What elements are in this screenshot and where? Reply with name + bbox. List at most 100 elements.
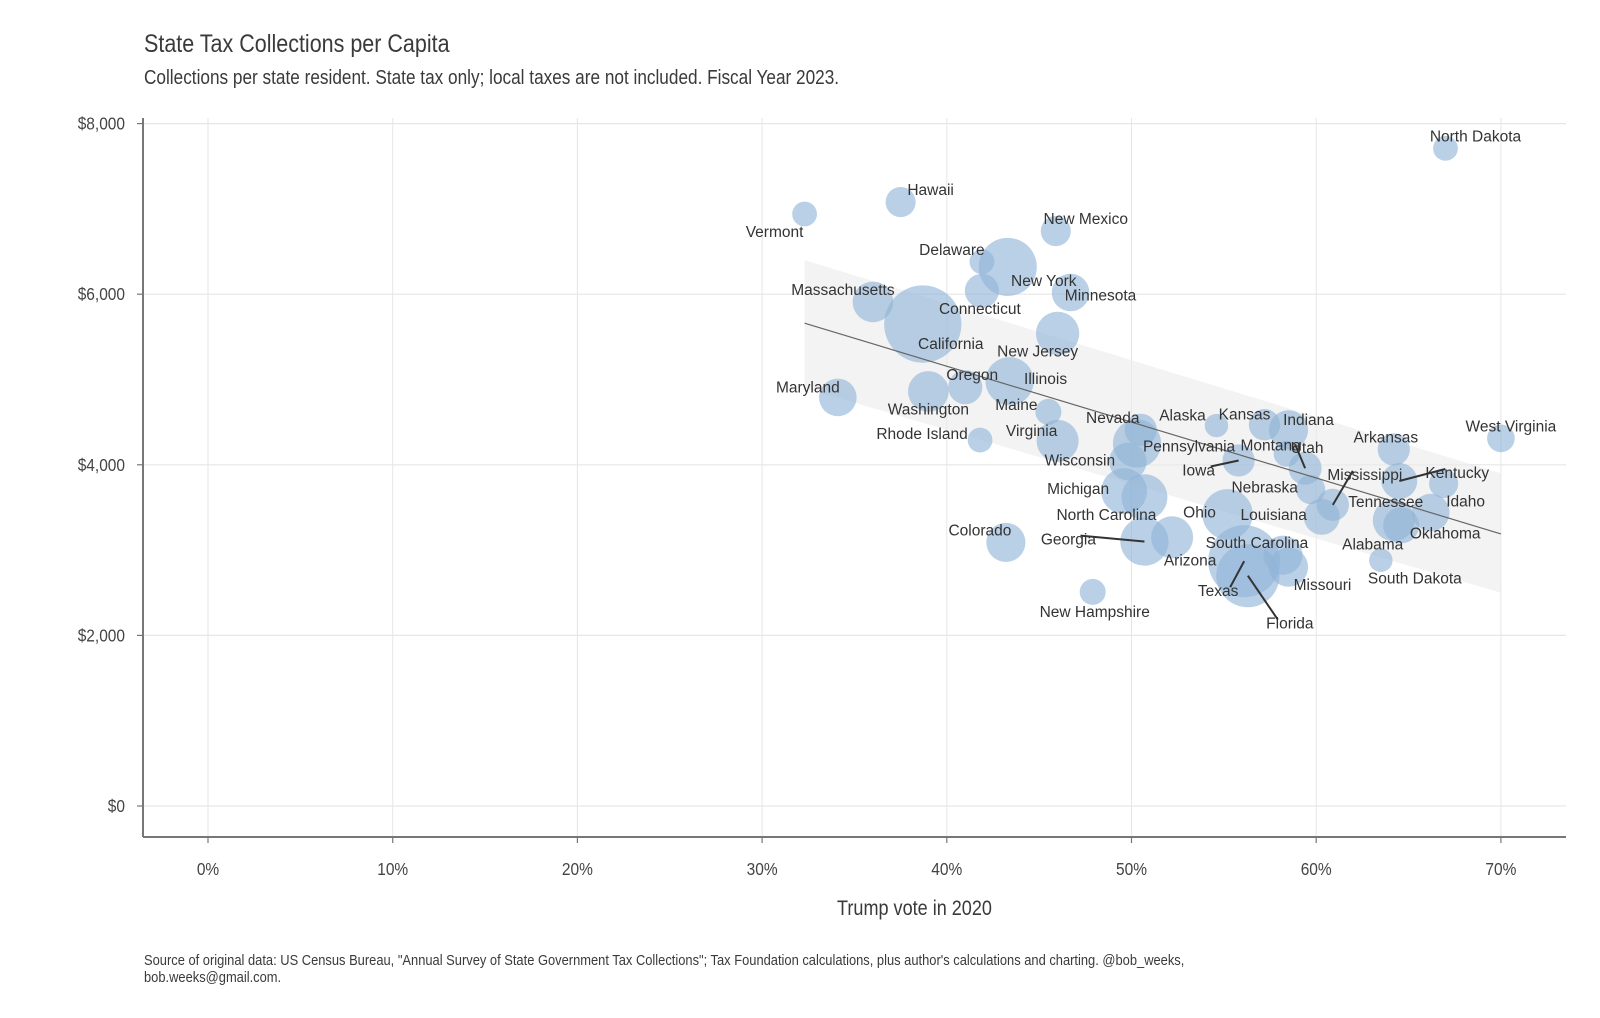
point-label: Georgia xyxy=(1041,532,1097,549)
data-point xyxy=(1268,547,1309,587)
data-point xyxy=(908,371,949,412)
data-point xyxy=(1202,489,1253,540)
data-point xyxy=(1369,548,1393,573)
label-leader-line xyxy=(1229,560,1246,588)
label-leader-line xyxy=(1331,470,1354,506)
point-label: South Dakota xyxy=(1368,570,1462,587)
data-point xyxy=(1035,311,1080,356)
chart-title: State Tax Collections per Capita xyxy=(144,30,450,58)
data-point xyxy=(1151,516,1194,559)
point-label: Missouri xyxy=(1294,577,1352,594)
y-tick-label: $0 xyxy=(108,796,125,816)
data-point xyxy=(1296,474,1326,505)
point-label: Hawaii xyxy=(907,182,954,199)
point-label: Ohio xyxy=(1183,504,1216,521)
point-label: Idaho xyxy=(1446,494,1485,511)
point-label: Massachusetts xyxy=(791,282,895,299)
data-point xyxy=(964,273,999,308)
data-point xyxy=(1035,398,1062,425)
data-point xyxy=(884,285,962,363)
data-point xyxy=(1487,424,1515,453)
point-label: Vermont xyxy=(746,224,804,241)
data-point xyxy=(1124,413,1157,446)
x-tick-label: 10% xyxy=(377,859,408,879)
label-leader-line xyxy=(1080,534,1145,543)
data-point xyxy=(1429,468,1459,499)
point-label: Arizona xyxy=(1164,552,1217,569)
point-label: Washington xyxy=(888,401,969,418)
point-label: Connecticut xyxy=(939,301,1022,318)
x-tick-label: 0% xyxy=(197,859,219,879)
data-point xyxy=(1121,474,1168,521)
caption-line-2: bob.weeks@gmail.com. xyxy=(144,969,282,986)
x-axis-title: Trump vote in 2020 xyxy=(837,897,992,921)
data-point xyxy=(969,249,995,275)
point-label: Tennessee xyxy=(1348,494,1423,511)
data-point xyxy=(852,281,894,323)
point-label: Iowa xyxy=(1182,463,1215,480)
point-label: Kansas xyxy=(1219,407,1271,424)
data-points xyxy=(792,135,1515,608)
point-label: New Hampshire xyxy=(1040,604,1150,621)
label-leader-line xyxy=(1247,575,1279,621)
data-point xyxy=(1109,442,1147,481)
point-labels: North Dakota Vermont Hawaii New Mexico Delaw… xyxy=(746,128,1557,632)
data-point xyxy=(1383,507,1420,544)
y-tick-label: $8,000 xyxy=(78,114,125,134)
trend-line xyxy=(804,322,1502,535)
point-label: Arkansas xyxy=(1353,429,1418,446)
point-label: Indiana xyxy=(1283,412,1334,429)
y-tick-label: $2,000 xyxy=(78,625,125,645)
data-point xyxy=(986,522,1026,562)
caption-line-1: Source of original data: US Census Burea… xyxy=(144,952,1185,969)
x-tick-label: 30% xyxy=(747,859,778,879)
point-label: Montana xyxy=(1240,438,1301,455)
point-label: Texas xyxy=(1198,583,1239,600)
data-point xyxy=(967,427,993,453)
point-label: Pennsylvania xyxy=(1143,438,1236,455)
data-point xyxy=(792,201,817,227)
point-label: Mississippi xyxy=(1327,467,1402,484)
x-tick-label: 40% xyxy=(931,859,962,879)
point-label: Nebraska xyxy=(1231,480,1298,497)
data-point xyxy=(948,370,983,405)
data-point xyxy=(1040,216,1071,247)
point-label: Alabama xyxy=(1342,537,1404,554)
x-tick-label: 60% xyxy=(1301,859,1332,879)
y-tick-label: $6,000 xyxy=(78,284,125,304)
point-label: New Jersey xyxy=(997,343,1078,360)
data-point xyxy=(1248,409,1281,441)
data-point xyxy=(1433,135,1458,161)
data-point xyxy=(1377,433,1410,466)
point-label: North Carolina xyxy=(1056,507,1156,524)
label-leader-line xyxy=(1294,443,1307,469)
x-tick-label: 50% xyxy=(1116,859,1147,879)
data-point xyxy=(1204,413,1229,438)
data-point xyxy=(1036,419,1079,462)
point-label: Utah xyxy=(1291,440,1324,457)
point-label: Minnesota xyxy=(1065,287,1137,304)
point-label: West Virginia xyxy=(1466,418,1557,435)
data-point xyxy=(1079,578,1106,605)
point-label: South Carolina xyxy=(1206,535,1309,552)
label-leader-line xyxy=(1210,459,1239,468)
x-tick-label: 20% xyxy=(562,859,593,879)
point-label: Maine xyxy=(995,397,1037,414)
point-label: Oklahoma xyxy=(1410,525,1481,542)
point-label: Louisiana xyxy=(1241,507,1308,524)
y-tick-label: $4,000 xyxy=(78,455,125,475)
point-label: Maryland xyxy=(776,379,840,396)
point-label: Colorado xyxy=(948,522,1011,539)
point-label: Wisconsin xyxy=(1044,452,1115,469)
point-label: New Mexico xyxy=(1044,211,1128,228)
data-point xyxy=(1051,273,1090,312)
point-label: Oregon xyxy=(946,367,998,384)
point-label: New York xyxy=(1011,273,1077,290)
caption: Source of original data: US Census Burea… xyxy=(144,952,1460,986)
scatter-plot: North Dakota Vermont Hawaii New Mexico Delaw… xyxy=(78,114,1566,921)
point-label: Nevada xyxy=(1086,410,1140,427)
point-label: Michigan xyxy=(1047,481,1109,498)
x-tick-label: 70% xyxy=(1485,859,1516,879)
data-point xyxy=(885,187,916,218)
point-label: North Dakota xyxy=(1430,128,1522,145)
